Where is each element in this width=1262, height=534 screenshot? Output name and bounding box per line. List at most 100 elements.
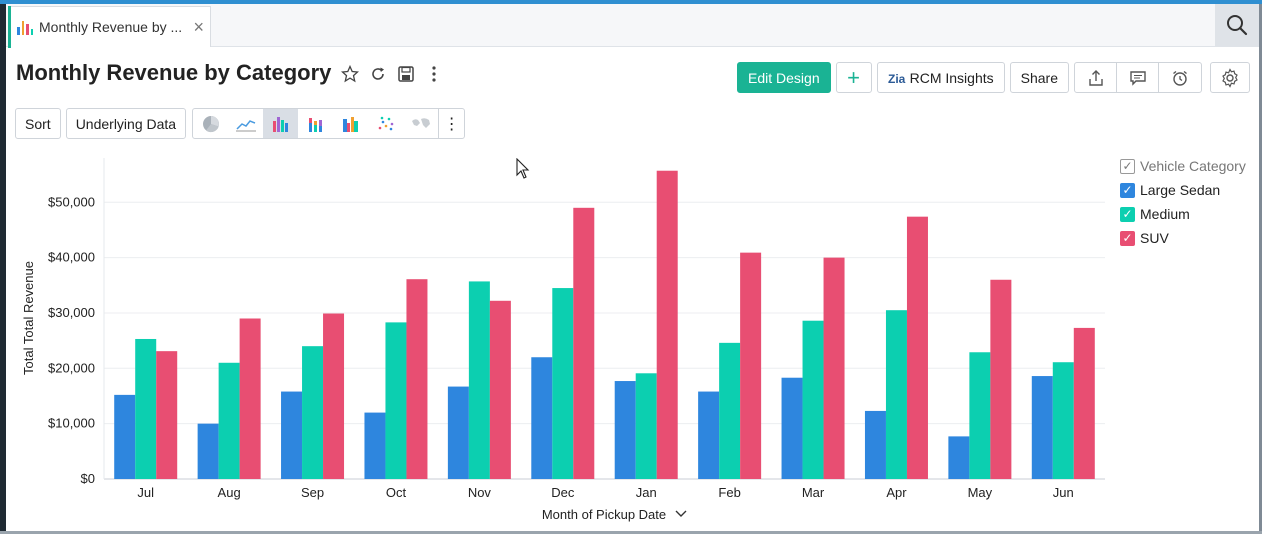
settings-button[interactable] (1210, 62, 1250, 93)
bar-large-sedan[interactable] (698, 391, 720, 479)
bar-large-sedan[interactable] (864, 410, 886, 479)
bar-chart-type-icon[interactable] (263, 109, 299, 138)
bar-medium[interactable] (969, 352, 991, 479)
bar-chart: $0 $10,000 $20,000 $30,000 $40,000 $50,000 Ju… (21, 158, 1105, 522)
title-actions (340, 64, 444, 84)
legend-title[interactable]: ✓ Vehicle Category (1120, 154, 1246, 178)
x-axis-ticks: Jul Aug Sep Oct Nov Dec Jan Feb Mar Apr May Jun (137, 485, 1073, 500)
legend-item-large-sedan[interactable]: ✓ Large Sedan (1120, 178, 1246, 202)
bar-medium[interactable] (218, 362, 240, 479)
legend-item-suv[interactable]: ✓ SUV (1120, 226, 1246, 250)
x-axis-label-group[interactable]: Month of Pickup Date (542, 507, 687, 522)
y-axis-ticks: $0 $10,000 $20,000 $30,000 $40,000 $50,000 (48, 194, 95, 486)
map-chart-type-icon[interactable] (403, 109, 438, 138)
bar-medium[interactable] (552, 288, 574, 479)
tab-monthly-revenue[interactable]: Monthly Revenue by ... × (8, 6, 211, 48)
bar-medium[interactable] (885, 310, 907, 479)
scatter-chart-type-icon[interactable] (368, 109, 403, 138)
bar-suv[interactable] (740, 252, 762, 479)
bar-large-sedan[interactable] (781, 377, 803, 479)
bar-large-sedan[interactable] (1031, 376, 1053, 479)
stacked-bar-chart-type-icon[interactable] (298, 109, 333, 138)
refresh-icon[interactable] (368, 64, 388, 84)
y-tick-label: $10,000 (48, 416, 95, 431)
bar-medium[interactable] (1052, 362, 1074, 479)
bar-medium[interactable] (802, 320, 824, 479)
pie-chart-type-icon[interactable] (193, 109, 228, 138)
edit-design-button[interactable]: Edit Design (737, 62, 831, 93)
bar-large-sedan[interactable] (531, 357, 553, 479)
search-icon (1227, 15, 1248, 36)
bar-suv[interactable] (323, 313, 345, 479)
legend-item-medium[interactable]: ✓ Medium (1120, 202, 1246, 226)
bar-large-sedan[interactable] (614, 381, 636, 479)
bar-medium[interactable] (719, 342, 741, 479)
bar-medium[interactable] (385, 322, 407, 479)
comment-icon[interactable] (1117, 63, 1159, 92)
alarm-icon[interactable] (1159, 63, 1201, 92)
export-icon[interactable] (1075, 63, 1117, 92)
bar-suv[interactable] (156, 351, 178, 479)
bar-large-sedan[interactable] (447, 386, 469, 479)
bar-large-sedan[interactable] (197, 423, 219, 479)
more-chart-types-icon[interactable]: ⋮ (438, 109, 464, 138)
x-tick-label: Nov (468, 485, 492, 500)
mouse-cursor-icon (516, 158, 530, 179)
bar-suv[interactable] (239, 318, 261, 480)
underlying-data-button[interactable]: Underlying Data (65, 108, 187, 139)
x-tick-label: Sep (301, 485, 324, 500)
svg-text:Zia: Zia (888, 72, 906, 85)
bar-medium[interactable] (135, 338, 157, 479)
bar-large-sedan[interactable] (281, 391, 303, 479)
bottom-edge (0, 531, 1262, 534)
grouped-bar-chart-type-icon[interactable] (333, 109, 368, 138)
icon-button-group (1074, 62, 1202, 93)
x-tick-label: Feb (718, 485, 740, 500)
x-tick-label: Oct (386, 485, 407, 500)
share-button[interactable]: Share (1009, 62, 1069, 93)
gridlines (104, 201, 1105, 480)
tab-close-icon[interactable]: × (193, 17, 204, 37)
tab-title: Monthly Revenue by ... (39, 19, 183, 35)
bar-large-sedan[interactable] (948, 436, 970, 479)
star-icon[interactable] (340, 64, 360, 84)
checkbox-icon: ✓ (1120, 182, 1135, 198)
search-button[interactable] (1215, 4, 1259, 46)
x-tick-label: Dec (551, 485, 575, 500)
bar-suv[interactable] (406, 279, 428, 479)
save-icon[interactable] (396, 64, 416, 84)
bar-medium[interactable] (468, 281, 490, 479)
add-button[interactable]: + (835, 62, 872, 93)
left-sidebar-edge (0, 4, 6, 534)
rcm-insights-button[interactable]: Zia RCM Insights (876, 62, 1005, 93)
y-tick-label: $30,000 (48, 305, 95, 320)
more-vertical-icon[interactable] (424, 64, 444, 84)
legend-label: Medium (1140, 206, 1190, 222)
tab-active-indicator (8, 6, 11, 48)
legend: ✓ Vehicle Category ✓ Large Sedan ✓ Mediu… (1120, 154, 1246, 250)
x-tick-label: Jan (636, 485, 657, 500)
bar-large-sedan[interactable] (114, 394, 136, 479)
bar-medium[interactable] (635, 373, 657, 479)
bar-suv[interactable] (573, 207, 595, 479)
legend-label: SUV (1140, 230, 1169, 246)
bar-suv[interactable] (990, 279, 1012, 479)
bar-medium[interactable] (302, 346, 324, 479)
checkbox-icon: ✓ (1120, 158, 1135, 174)
bar-suv[interactable] (1073, 327, 1095, 479)
line-chart-type-icon[interactable] (228, 109, 263, 138)
chevron-down-icon (675, 510, 687, 517)
x-tick-label: Jul (137, 485, 154, 500)
bar-large-sedan[interactable] (364, 412, 386, 479)
sort-button[interactable]: Sort (15, 108, 61, 139)
y-tick-label: $0 (81, 471, 95, 486)
bar-suv[interactable] (489, 300, 511, 479)
bar-suv[interactable] (656, 170, 678, 479)
y-tick-label: $20,000 (48, 360, 95, 375)
bar-suv[interactable] (906, 216, 928, 479)
top-accent-bar (0, 0, 1262, 4)
x-tick-label: Aug (218, 485, 241, 500)
checkbox-icon: ✓ (1120, 206, 1135, 222)
y-tick-label: $50,000 (48, 194, 95, 209)
bar-suv[interactable] (823, 257, 845, 479)
